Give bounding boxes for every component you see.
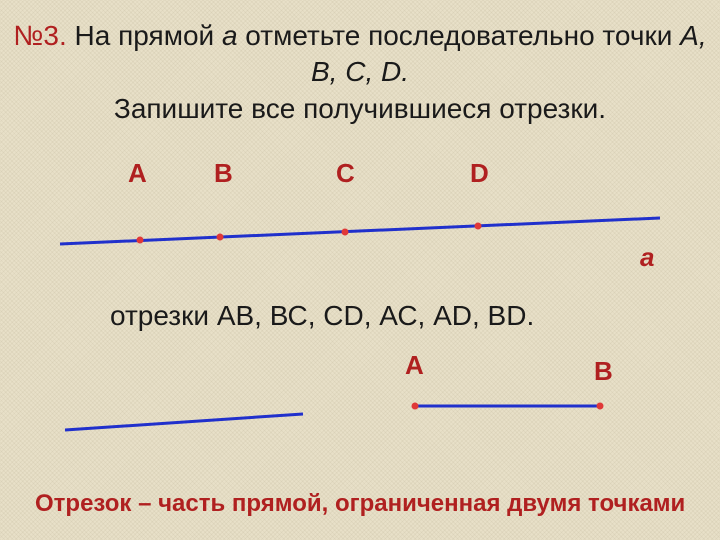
line-label-a: а [640, 242, 654, 273]
problem-heading: №3. На прямой а отметьте последовательно… [0, 0, 720, 127]
point-label-В: В [214, 158, 233, 189]
problem-number: №3. [13, 20, 66, 51]
answer-segments: отрезки АВ, ВС, СD, АС, АD, ВD. [110, 300, 534, 332]
point-label-С: С [336, 158, 355, 189]
segment-point-label-В: В [594, 356, 613, 387]
heading-text-2: отметьте последовательно точки [238, 20, 681, 51]
point-label-А: А [128, 158, 147, 189]
point-label-D: D [470, 158, 489, 189]
segment-point-label-А: А [405, 350, 424, 381]
definition-text: Отрезок – часть прямой, ограниченная дву… [35, 490, 685, 518]
heading-text-1: На прямой [67, 20, 222, 51]
heading-line-name: а [222, 20, 238, 51]
diagram-line-abcd [0, 190, 720, 280]
heading-line2: Запишите все получившиеся отрезки. [114, 93, 606, 124]
